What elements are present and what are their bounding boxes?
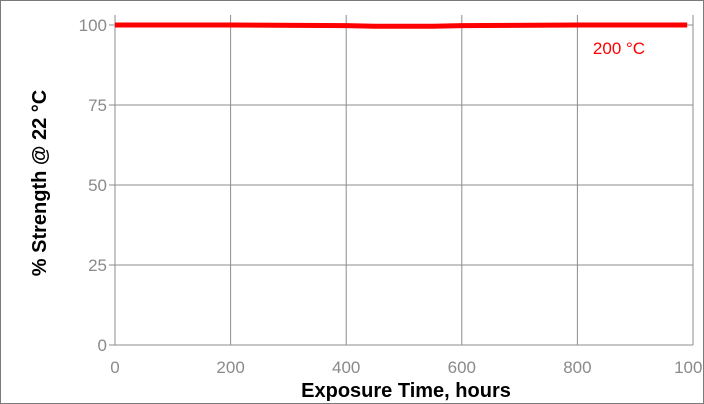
x-tick-label: 200	[216, 358, 244, 377]
x-tick-label: 400	[332, 358, 360, 377]
y-tick-label: 0	[98, 336, 107, 355]
x-tick-label: 800	[563, 358, 591, 377]
series-line-200c	[115, 22, 688, 29]
y-tick-label: 25	[88, 256, 107, 275]
y-tick-label: 50	[88, 176, 107, 195]
series-label-200c: 200 °C	[593, 39, 645, 58]
x-tick-label: 0	[110, 358, 119, 377]
x-tick-label: 600	[448, 358, 476, 377]
y-axis-title: % Strength @ 22 °C	[29, 90, 51, 276]
y-tick-label: 75	[88, 96, 107, 115]
series-labels: 200 °C	[593, 39, 645, 58]
grid-lines	[109, 15, 694, 346]
x-axis-title: Exposure Time, hours	[301, 380, 511, 402]
series-layer	[115, 22, 688, 29]
y-tick-label: 100	[79, 16, 107, 35]
